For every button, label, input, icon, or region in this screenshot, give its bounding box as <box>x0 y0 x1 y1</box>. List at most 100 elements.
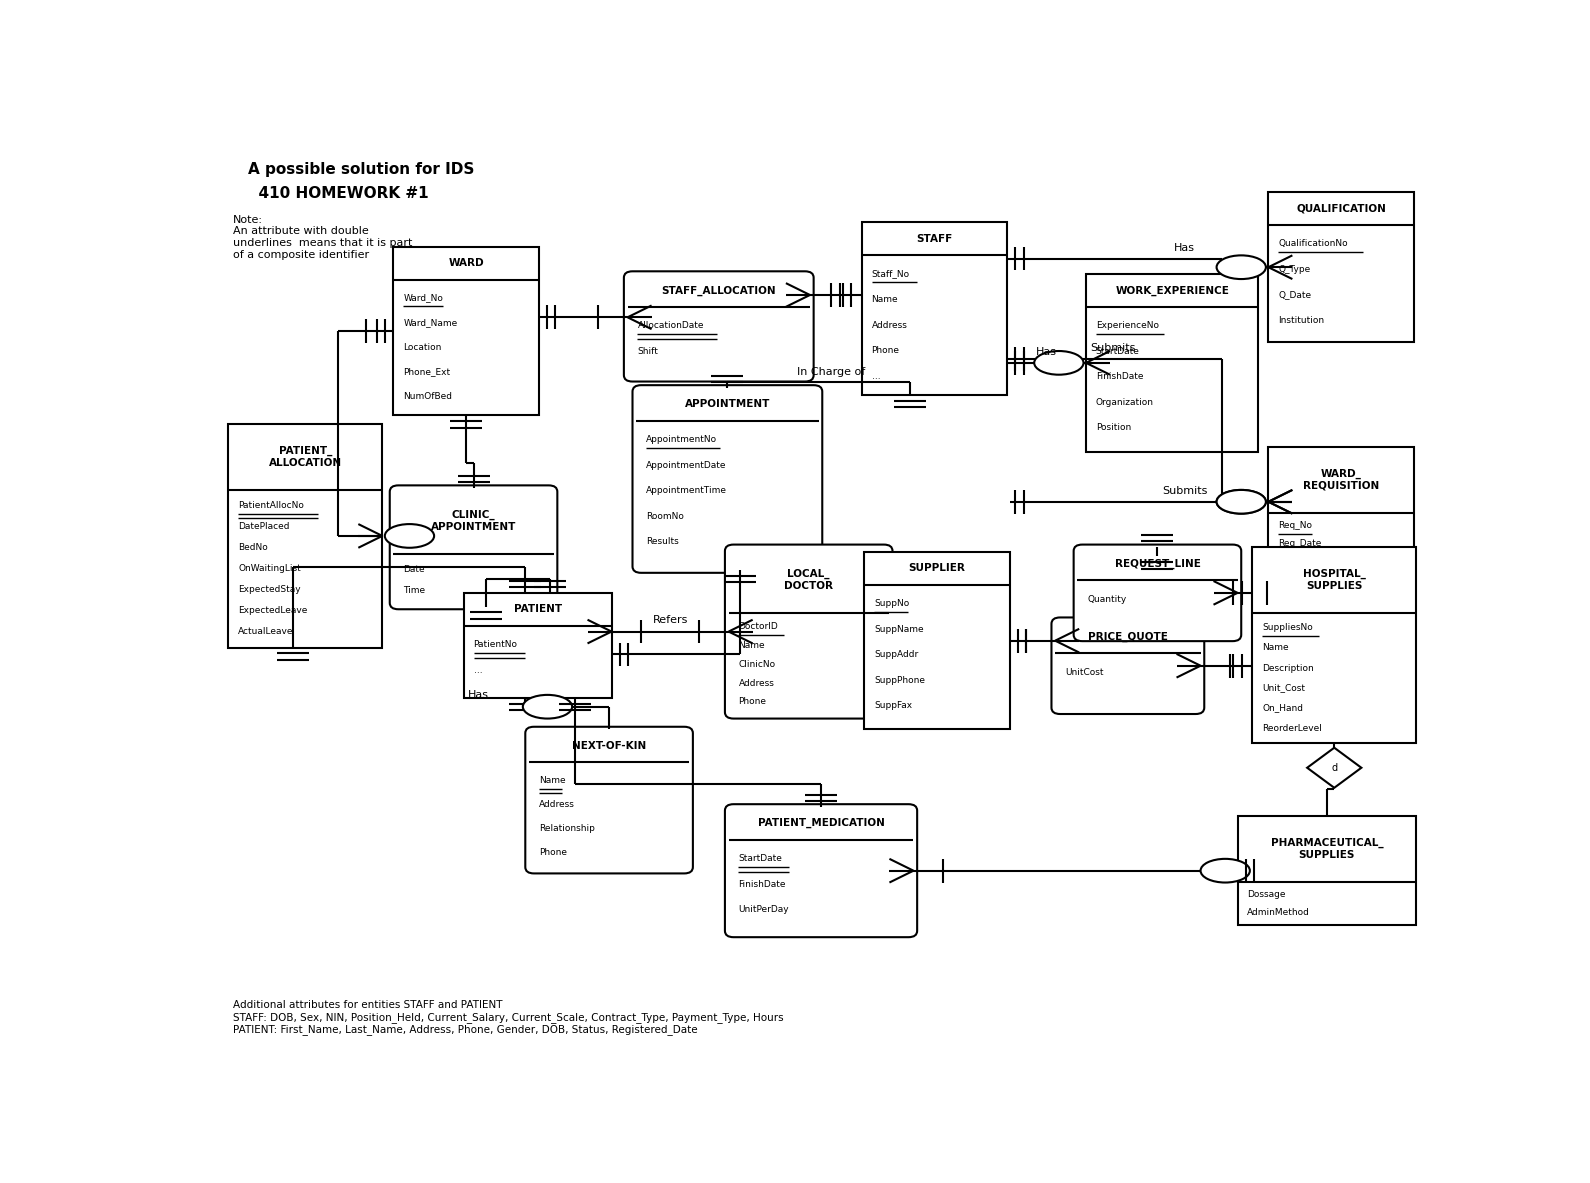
Text: PATIENT_
ALLOCATION: PATIENT_ ALLOCATION <box>269 446 342 468</box>
Text: Staff_No: Staff_No <box>871 270 909 278</box>
Ellipse shape <box>1216 490 1266 513</box>
Text: RoomNo: RoomNo <box>646 512 684 521</box>
Text: StartDate: StartDate <box>1096 347 1140 356</box>
Text: On_Hand: On_Hand <box>1262 704 1304 712</box>
Text: Submits: Submits <box>1162 486 1207 496</box>
FancyBboxPatch shape <box>1051 618 1204 715</box>
Text: PatientAllocNo: PatientAllocNo <box>238 502 304 510</box>
Bar <box>1269 447 1414 556</box>
Text: APPOINTMENT: APPOINTMENT <box>685 400 770 409</box>
Text: Phone_Ext: Phone_Ext <box>404 368 450 376</box>
Text: Organization: Organization <box>1096 397 1154 407</box>
Text: Phone: Phone <box>738 697 766 706</box>
Text: WORK_EXPERIENCE: WORK_EXPERIENCE <box>1115 285 1229 296</box>
Text: ReorderLevel: ReorderLevel <box>1262 724 1321 732</box>
Text: ExpectedLeave: ExpectedLeave <box>238 606 307 615</box>
Text: CLINIC_
APPOINTMENT: CLINIC_ APPOINTMENT <box>431 510 517 532</box>
Text: SuppPhone: SuppPhone <box>875 675 925 685</box>
Bar <box>1086 274 1258 452</box>
Text: Req_No: Req_No <box>1278 522 1312 530</box>
Text: AppointmentTime: AppointmentTime <box>646 486 727 496</box>
Text: FinishDate: FinishDate <box>1096 373 1143 381</box>
Text: ...: ... <box>474 666 482 674</box>
Text: Time: Time <box>404 586 426 595</box>
Text: Date: Date <box>404 565 425 574</box>
Bar <box>862 222 1006 395</box>
Bar <box>865 551 1010 730</box>
Text: Q_Date: Q_Date <box>1278 291 1312 299</box>
Text: A possible solution for IDS: A possible solution for IDS <box>248 162 474 177</box>
Text: QualificationNo: QualificationNo <box>1278 239 1348 248</box>
Ellipse shape <box>1200 859 1250 883</box>
Text: NEXT-OF-KIN: NEXT-OF-KIN <box>572 741 646 751</box>
Text: PRICE_QUOTE: PRICE_QUOTE <box>1088 632 1167 641</box>
Text: ClinicNo: ClinicNo <box>738 660 776 668</box>
Text: Relationship: Relationship <box>539 825 595 833</box>
Text: Name: Name <box>1262 644 1289 653</box>
Text: DatePlaced: DatePlaced <box>238 522 289 531</box>
Text: Ward_Name: Ward_Name <box>404 318 458 328</box>
Text: PATIENT_MEDICATION: PATIENT_MEDICATION <box>757 819 884 828</box>
Text: DoctorID: DoctorID <box>738 622 778 632</box>
Text: Dossage: Dossage <box>1248 891 1286 899</box>
Text: REQUEST_LINE: REQUEST_LINE <box>1115 558 1200 569</box>
Text: NumOfBed: NumOfBed <box>404 393 452 401</box>
Text: In Charge of: In Charge of <box>797 367 865 376</box>
Text: Location: Location <box>404 343 442 351</box>
Text: UnitCost: UnitCost <box>1065 667 1103 677</box>
Text: Description: Description <box>1262 664 1313 672</box>
Text: SuppNo: SuppNo <box>875 600 909 608</box>
Text: PATIENT: PATIENT <box>514 605 561 614</box>
Text: Note:
An attribute with double
underlines  means that it is part
of a composite : Note: An attribute with double underline… <box>234 215 413 259</box>
Bar <box>1253 548 1417 743</box>
Text: BedNo: BedNo <box>238 543 269 552</box>
Ellipse shape <box>1216 256 1266 279</box>
Ellipse shape <box>1034 351 1083 375</box>
FancyBboxPatch shape <box>525 726 693 873</box>
Text: SuppAddr: SuppAddr <box>875 651 919 659</box>
Text: Has: Has <box>1173 243 1196 253</box>
Text: UnitPerDay: UnitPerDay <box>738 905 789 914</box>
Text: SuppliesNo: SuppliesNo <box>1262 623 1313 633</box>
Text: Name: Name <box>871 295 898 304</box>
Text: Req_Date: Req_Date <box>1278 538 1321 548</box>
Text: Address: Address <box>871 321 908 330</box>
Bar <box>1237 816 1417 925</box>
Text: AppointmentNo: AppointmentNo <box>646 435 717 445</box>
Ellipse shape <box>523 694 572 718</box>
Text: SuppName: SuppName <box>875 625 924 634</box>
Text: Name: Name <box>539 776 566 784</box>
Text: LOCAL_
DOCTOR: LOCAL_ DOCTOR <box>784 569 833 592</box>
Bar <box>393 247 539 415</box>
Bar <box>1269 192 1414 342</box>
Text: Name: Name <box>738 641 765 651</box>
Text: SuppFax: SuppFax <box>875 702 913 710</box>
Text: StartDate: StartDate <box>738 854 782 864</box>
Text: AllocationDate: AllocationDate <box>638 322 704 330</box>
Text: ActualLeave: ActualLeave <box>238 627 294 636</box>
Polygon shape <box>1307 748 1361 788</box>
Text: QUALIFICATION: QUALIFICATION <box>1296 203 1386 213</box>
Text: Institution: Institution <box>1278 316 1324 325</box>
Text: Quantity: Quantity <box>1088 595 1126 603</box>
Text: PatientNo: PatientNo <box>474 640 517 649</box>
Text: Position: Position <box>1096 424 1130 433</box>
Text: STAFF: STAFF <box>916 233 952 244</box>
Text: ExperienceNo: ExperienceNo <box>1096 322 1159 330</box>
Bar <box>464 593 612 698</box>
Text: Address: Address <box>738 679 774 687</box>
Text: FinishDate: FinishDate <box>738 880 785 888</box>
Text: WARD_
REQUISITION: WARD_ REQUISITION <box>1302 468 1379 491</box>
FancyBboxPatch shape <box>390 485 558 609</box>
Text: Additional attributes for entities STAFF and PATIENT
STAFF: DOB, Sex, NIN, Posit: Additional attributes for entities STAFF… <box>234 1000 784 1035</box>
FancyBboxPatch shape <box>725 804 917 937</box>
FancyBboxPatch shape <box>725 544 892 718</box>
Ellipse shape <box>1216 490 1266 513</box>
Text: Phone: Phone <box>539 848 568 858</box>
Text: AdminMethod: AdminMethod <box>1248 907 1310 917</box>
Text: Has: Has <box>1037 347 1057 357</box>
Text: Address: Address <box>539 800 574 809</box>
Text: Results: Results <box>646 537 679 547</box>
Text: Q_Type: Q_Type <box>1278 265 1310 274</box>
Text: Shift: Shift <box>638 347 658 356</box>
